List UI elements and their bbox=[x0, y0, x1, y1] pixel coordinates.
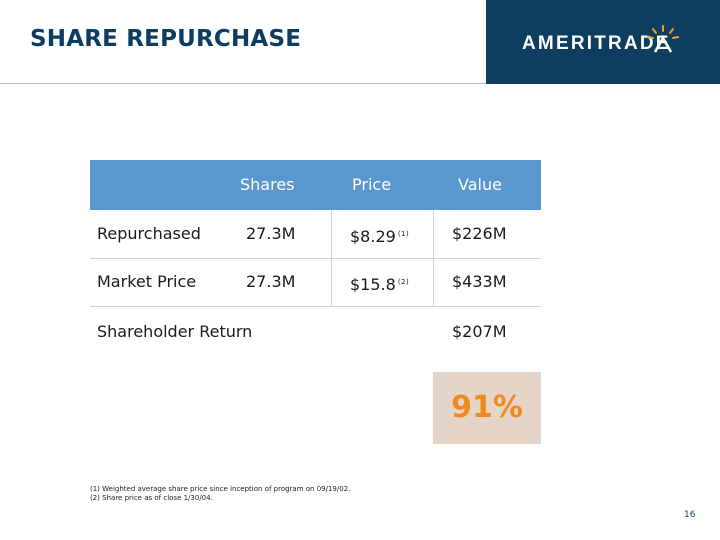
cell-value: $226M bbox=[452, 224, 507, 243]
footnote-marker: (2) bbox=[397, 278, 410, 286]
sunburst-a-icon bbox=[647, 25, 679, 53]
header-divider bbox=[0, 83, 486, 84]
cell-shareholder-return-value: $207M bbox=[452, 322, 507, 341]
table-divider bbox=[90, 258, 541, 259]
ameritrade-logo: AMERITRADE bbox=[486, 0, 720, 84]
return-percent-box: 91% bbox=[433, 372, 541, 444]
footnote-1: (1) Weighted average share price since i… bbox=[90, 485, 351, 493]
footnote-marker: (1) bbox=[397, 230, 410, 238]
column-header-shares: Shares bbox=[240, 175, 295, 194]
slide-title: SHARE REPURCHASE bbox=[30, 26, 302, 52]
return-percent: 91% bbox=[451, 390, 523, 425]
cell-shares: 27.3M bbox=[246, 224, 296, 243]
cell-price: $8.29 (1) bbox=[350, 227, 410, 246]
logo-wordmark: AMERITRADE bbox=[522, 33, 671, 54]
row-label-market-price: Market Price bbox=[97, 272, 197, 291]
row-label-shareholder-return: Shareholder Return bbox=[97, 322, 253, 341]
cell-price: $15.8 (2) bbox=[350, 275, 410, 294]
cell-shares: 27.3M bbox=[246, 272, 296, 291]
column-header-price: Price bbox=[352, 175, 392, 194]
cell-value: $433M bbox=[452, 272, 507, 291]
row-label-repurchased: Repurchased bbox=[97, 224, 201, 243]
column-header-value: Value bbox=[458, 175, 502, 194]
table-header-band bbox=[90, 160, 541, 210]
table-divider bbox=[90, 306, 541, 307]
footnote-2: (2) Share price as of close 1/30/04. bbox=[90, 494, 213, 502]
page-number: 16 bbox=[684, 510, 696, 520]
